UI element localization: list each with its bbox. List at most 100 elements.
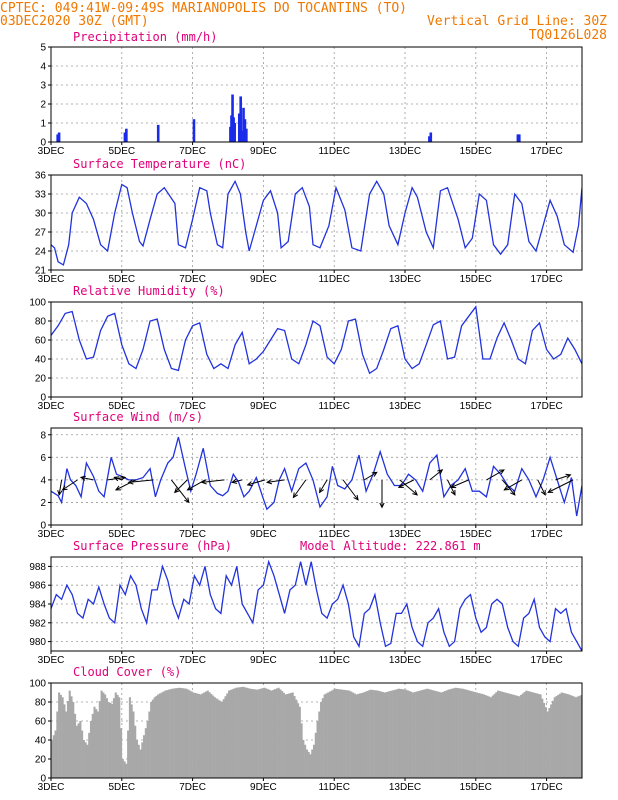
wind-vector-head (173, 487, 180, 494)
cloud-bar (371, 689, 374, 778)
cloud-bar (458, 688, 461, 778)
cloud-bar (376, 690, 379, 778)
cloud-bar (148, 711, 151, 778)
cloud-bar (367, 690, 370, 778)
cloud-bar (277, 687, 280, 778)
wind-vector (364, 471, 378, 481)
cloud-bar (401, 689, 404, 778)
cloud-bar (288, 693, 291, 778)
cloud-bar (259, 688, 262, 778)
wind-vector (342, 479, 359, 501)
cloud-bar (539, 694, 542, 778)
cloud-bar (504, 692, 507, 778)
cloud-bar (146, 721, 149, 778)
cloud-bar (61, 697, 64, 778)
wind-vector-head (510, 489, 516, 496)
wind-vector-head (61, 485, 68, 491)
y-tick-label: 982 (29, 618, 46, 629)
cloud-bar (231, 689, 234, 778)
cloud-bar (573, 696, 576, 778)
cloud-bar (121, 759, 124, 778)
x-tick-label: 9DEC (250, 529, 277, 540)
cloud-bar (66, 701, 69, 778)
cloud-bar (100, 690, 103, 778)
cloud-bar (153, 697, 156, 778)
x-tick-label: 3DEC (38, 782, 65, 793)
cloud-bar (316, 721, 319, 778)
y-tick-label: 20 (35, 374, 47, 385)
cloud-bar (251, 688, 254, 778)
cloud-bar (491, 695, 494, 778)
cloud-bar (109, 702, 112, 778)
cloud-bar (454, 687, 457, 778)
wind-vector-head (184, 497, 190, 504)
cloud-bar (403, 689, 406, 778)
y-tick-label: 2 (40, 498, 46, 509)
x-tick-label: 17DEC (530, 274, 562, 285)
cloud-bar (343, 689, 346, 778)
x-tick-label: 11DEC (318, 146, 350, 157)
header-model-id: TQ0126L028 (529, 28, 607, 43)
wind-vector-head (57, 489, 63, 497)
cloud-bar (360, 692, 363, 778)
cloud-bar (162, 691, 165, 778)
x-tick-label: 15DEC (460, 146, 492, 157)
cloud-bar (332, 689, 335, 778)
x-tick-label: 3DEC (38, 529, 65, 540)
cloud-bar (249, 688, 252, 778)
cloud-bar (348, 690, 351, 778)
cloud-bar (318, 711, 321, 778)
cloud-bar (279, 689, 282, 778)
cloud-bar (311, 749, 314, 778)
cloud-bar (357, 693, 360, 778)
wind-vector (319, 479, 328, 493)
cloud-bar (107, 702, 110, 778)
cloud-bar (77, 723, 80, 778)
cloud-bar (240, 687, 243, 778)
cloud-bar (91, 713, 94, 778)
wind-vector (555, 474, 571, 481)
cloud-bar (385, 692, 388, 778)
y-tick-label: 36 (35, 171, 47, 182)
y-tick-label: 0 (40, 393, 46, 404)
x-tick-label: 7DEC (179, 655, 206, 666)
cloud-bar (412, 692, 415, 778)
panel-frame (50, 174, 583, 271)
y-tick-label: 24 (35, 247, 47, 258)
cloud-bar (436, 691, 439, 778)
cloud-bar (341, 689, 344, 778)
x-tick-label: 9DEC (250, 782, 277, 793)
cloud-bar (562, 692, 565, 778)
panel-5: 980 982 984 986 988 3DEC 5DEC 7DEC 9DEC 11DEC 13DE… (29, 539, 583, 666)
cloud-bar (197, 693, 200, 778)
cloud-bar (176, 687, 179, 778)
cloud-bar (387, 691, 390, 778)
cloud-bar (500, 691, 503, 778)
cloud-bar (309, 754, 312, 778)
wind-vector (80, 476, 94, 481)
cloud-bar (295, 699, 298, 778)
y-tick-label: 988 (29, 562, 46, 573)
cloud-bar (580, 695, 583, 778)
x-tick-label: 3DEC (38, 401, 65, 412)
cloud-bar (242, 686, 245, 778)
cloud-bar (440, 692, 443, 778)
wind-vector (267, 479, 285, 483)
cloud-bar (497, 690, 500, 778)
cloud-bar (426, 688, 429, 778)
cloud-bar (397, 688, 400, 778)
cloud-bar (381, 692, 385, 778)
y-tick-label: 33 (35, 190, 47, 201)
x-tick-label: 3DEC (38, 146, 65, 157)
panel-title: Surface Pressure (hPa) (73, 539, 232, 553)
cloud-bar (482, 694, 485, 778)
x-tick-label: 15DEC (460, 529, 492, 540)
wind-vector (504, 479, 523, 491)
cloud-bar (433, 690, 436, 778)
x-tick-label: 9DEC (250, 146, 277, 157)
wind-vector (537, 479, 546, 496)
cloud-bar (511, 694, 514, 778)
cloud-bar (406, 690, 409, 778)
series-line (51, 179, 582, 266)
